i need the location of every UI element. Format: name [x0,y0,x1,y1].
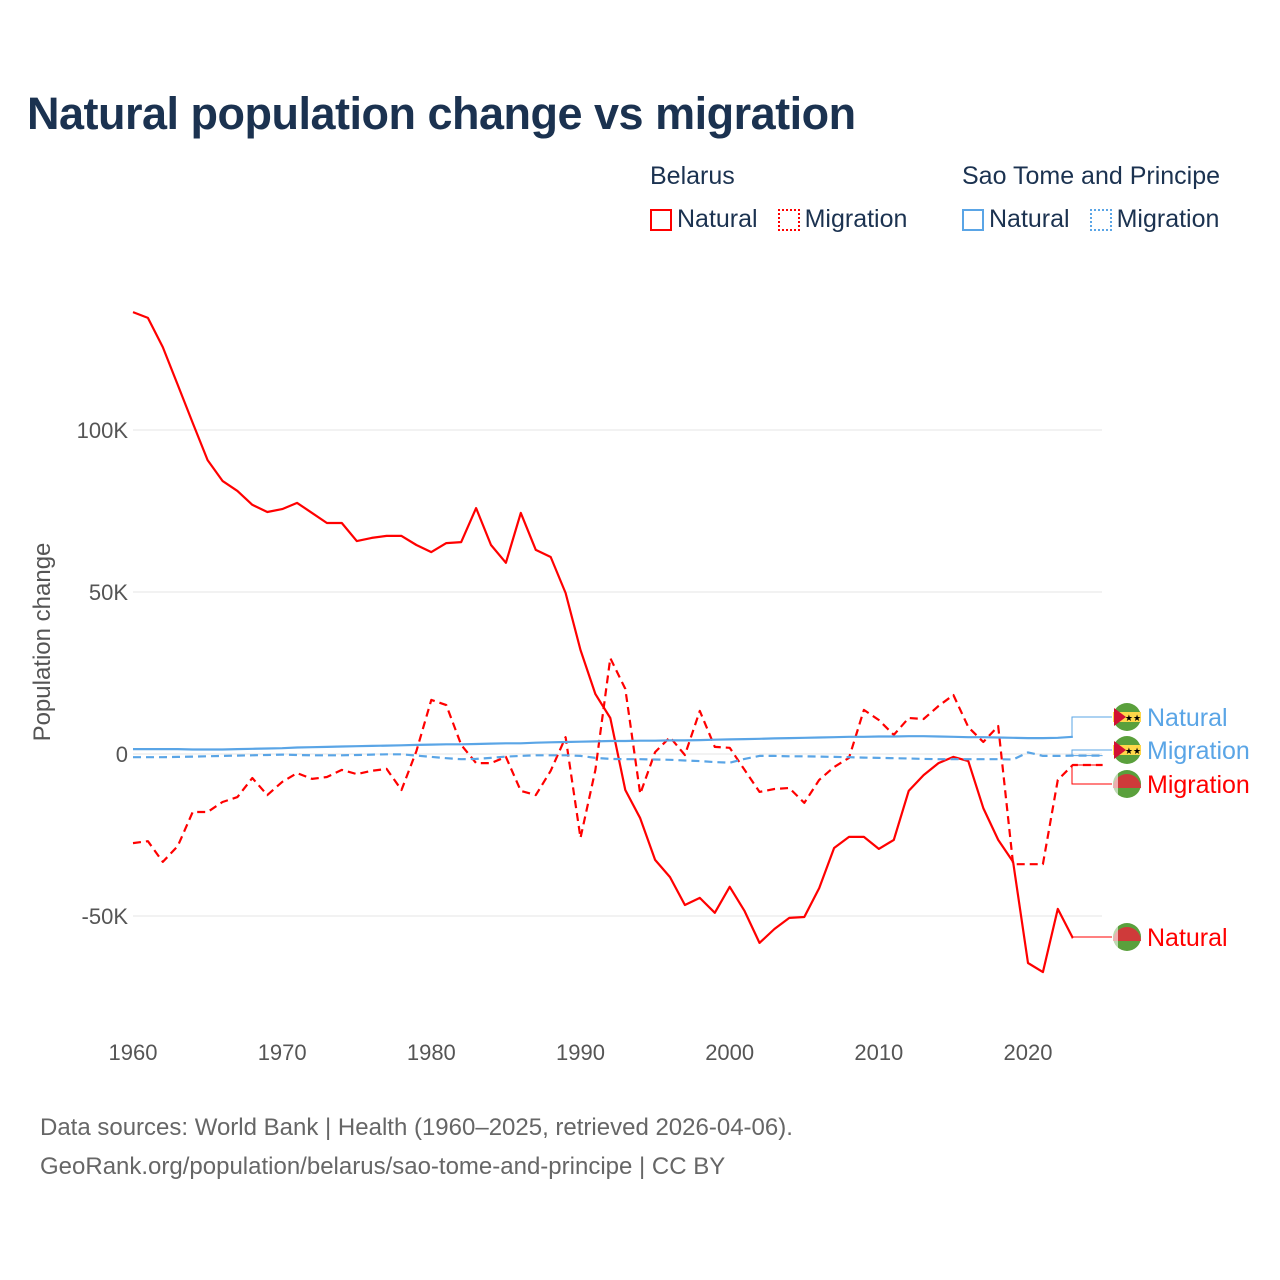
footer: Data sources: World Bank | Health (1960–… [40,1108,793,1186]
legend-label: Natural [989,205,1070,233]
x-tick-label: 2020 [1004,1040,1053,1065]
source-link[interactable]: GeoRank.org/population/belarus/sao-tome-… [40,1153,726,1180]
flag-part [1114,708,1126,726]
x-tick-label: 1990 [556,1040,605,1065]
label-connector [1071,936,1112,939]
y-tick-label: 0 [116,742,128,767]
end-label: Migration [1147,771,1250,799]
legend-item-belarus-migration[interactable]: Migration [777,205,908,234]
legend-label: Natural [677,205,758,233]
y-tick-label: -50K [82,904,129,929]
flag-stars: ★★ [1125,746,1141,756]
series-line-sao-tome-and-principe-migration [133,751,1103,764]
label-connector [1071,749,1112,757]
y-axis-label: Population change [29,543,56,742]
legend-group-title: Sao Tome and Principe [962,162,1221,190]
x-tick-label: 1970 [258,1040,307,1065]
x-tick-label: 2000 [705,1040,754,1065]
belarus-flag-icon [1113,923,1141,951]
legend-label: Migration [804,205,908,233]
flag-part [1113,923,1118,951]
label-connector [1071,764,1112,785]
sao-tome-flag-icon: ★★ [1113,703,1141,731]
dotted-swatch-icon [1089,208,1112,231]
flag-part [1113,774,1141,788]
flag-stars: ★★ [1125,713,1141,723]
flag-part [1113,712,1141,722]
legend-group-belarus: Belarus Natural Migration [650,162,907,234]
y-tick-label: 100K [77,418,129,443]
label-connector [1071,716,1112,738]
series-line-belarus-migration [132,657,1103,866]
solid-swatch-icon [962,208,984,231]
legend-label: Migration [1116,205,1220,233]
chart-title: Natural population change vs migration [27,88,856,139]
flag-part [1113,927,1141,941]
end-label: Natural [1147,924,1228,952]
flag-part [1113,770,1118,798]
legend-group-sao-tome: Sao Tome and Principe Natural Migration [962,162,1220,234]
belarus-flag-icon [1113,770,1141,798]
y-tick-label: 50K [89,580,128,605]
solid-swatch-icon [650,208,672,231]
dotted-swatch-icon [777,208,800,231]
flag-part [1114,741,1126,759]
x-tick-label: 1980 [407,1040,456,1065]
legend-item-stp-migration[interactable]: Migration [1089,205,1220,234]
legend-item-belarus-natural[interactable]: Natural [650,205,758,234]
sao-tome-flag-icon: ★★ [1113,736,1141,764]
series-line-sao-tome-and-principe-natural [133,735,1073,751]
end-label: Migration [1147,737,1250,765]
legend-item-stp-natural[interactable]: Natural [962,205,1070,234]
flag-part [1113,745,1141,755]
data-source-text: Data sources: World Bank | Health (1960–… [40,1114,793,1141]
end-label: Natural [1147,704,1228,732]
x-tick-label: 1960 [109,1040,158,1065]
x-tick-label: 2010 [854,1040,903,1065]
series-line-belarus-natural [132,311,1074,974]
legend-group-title: Belarus [650,162,735,190]
